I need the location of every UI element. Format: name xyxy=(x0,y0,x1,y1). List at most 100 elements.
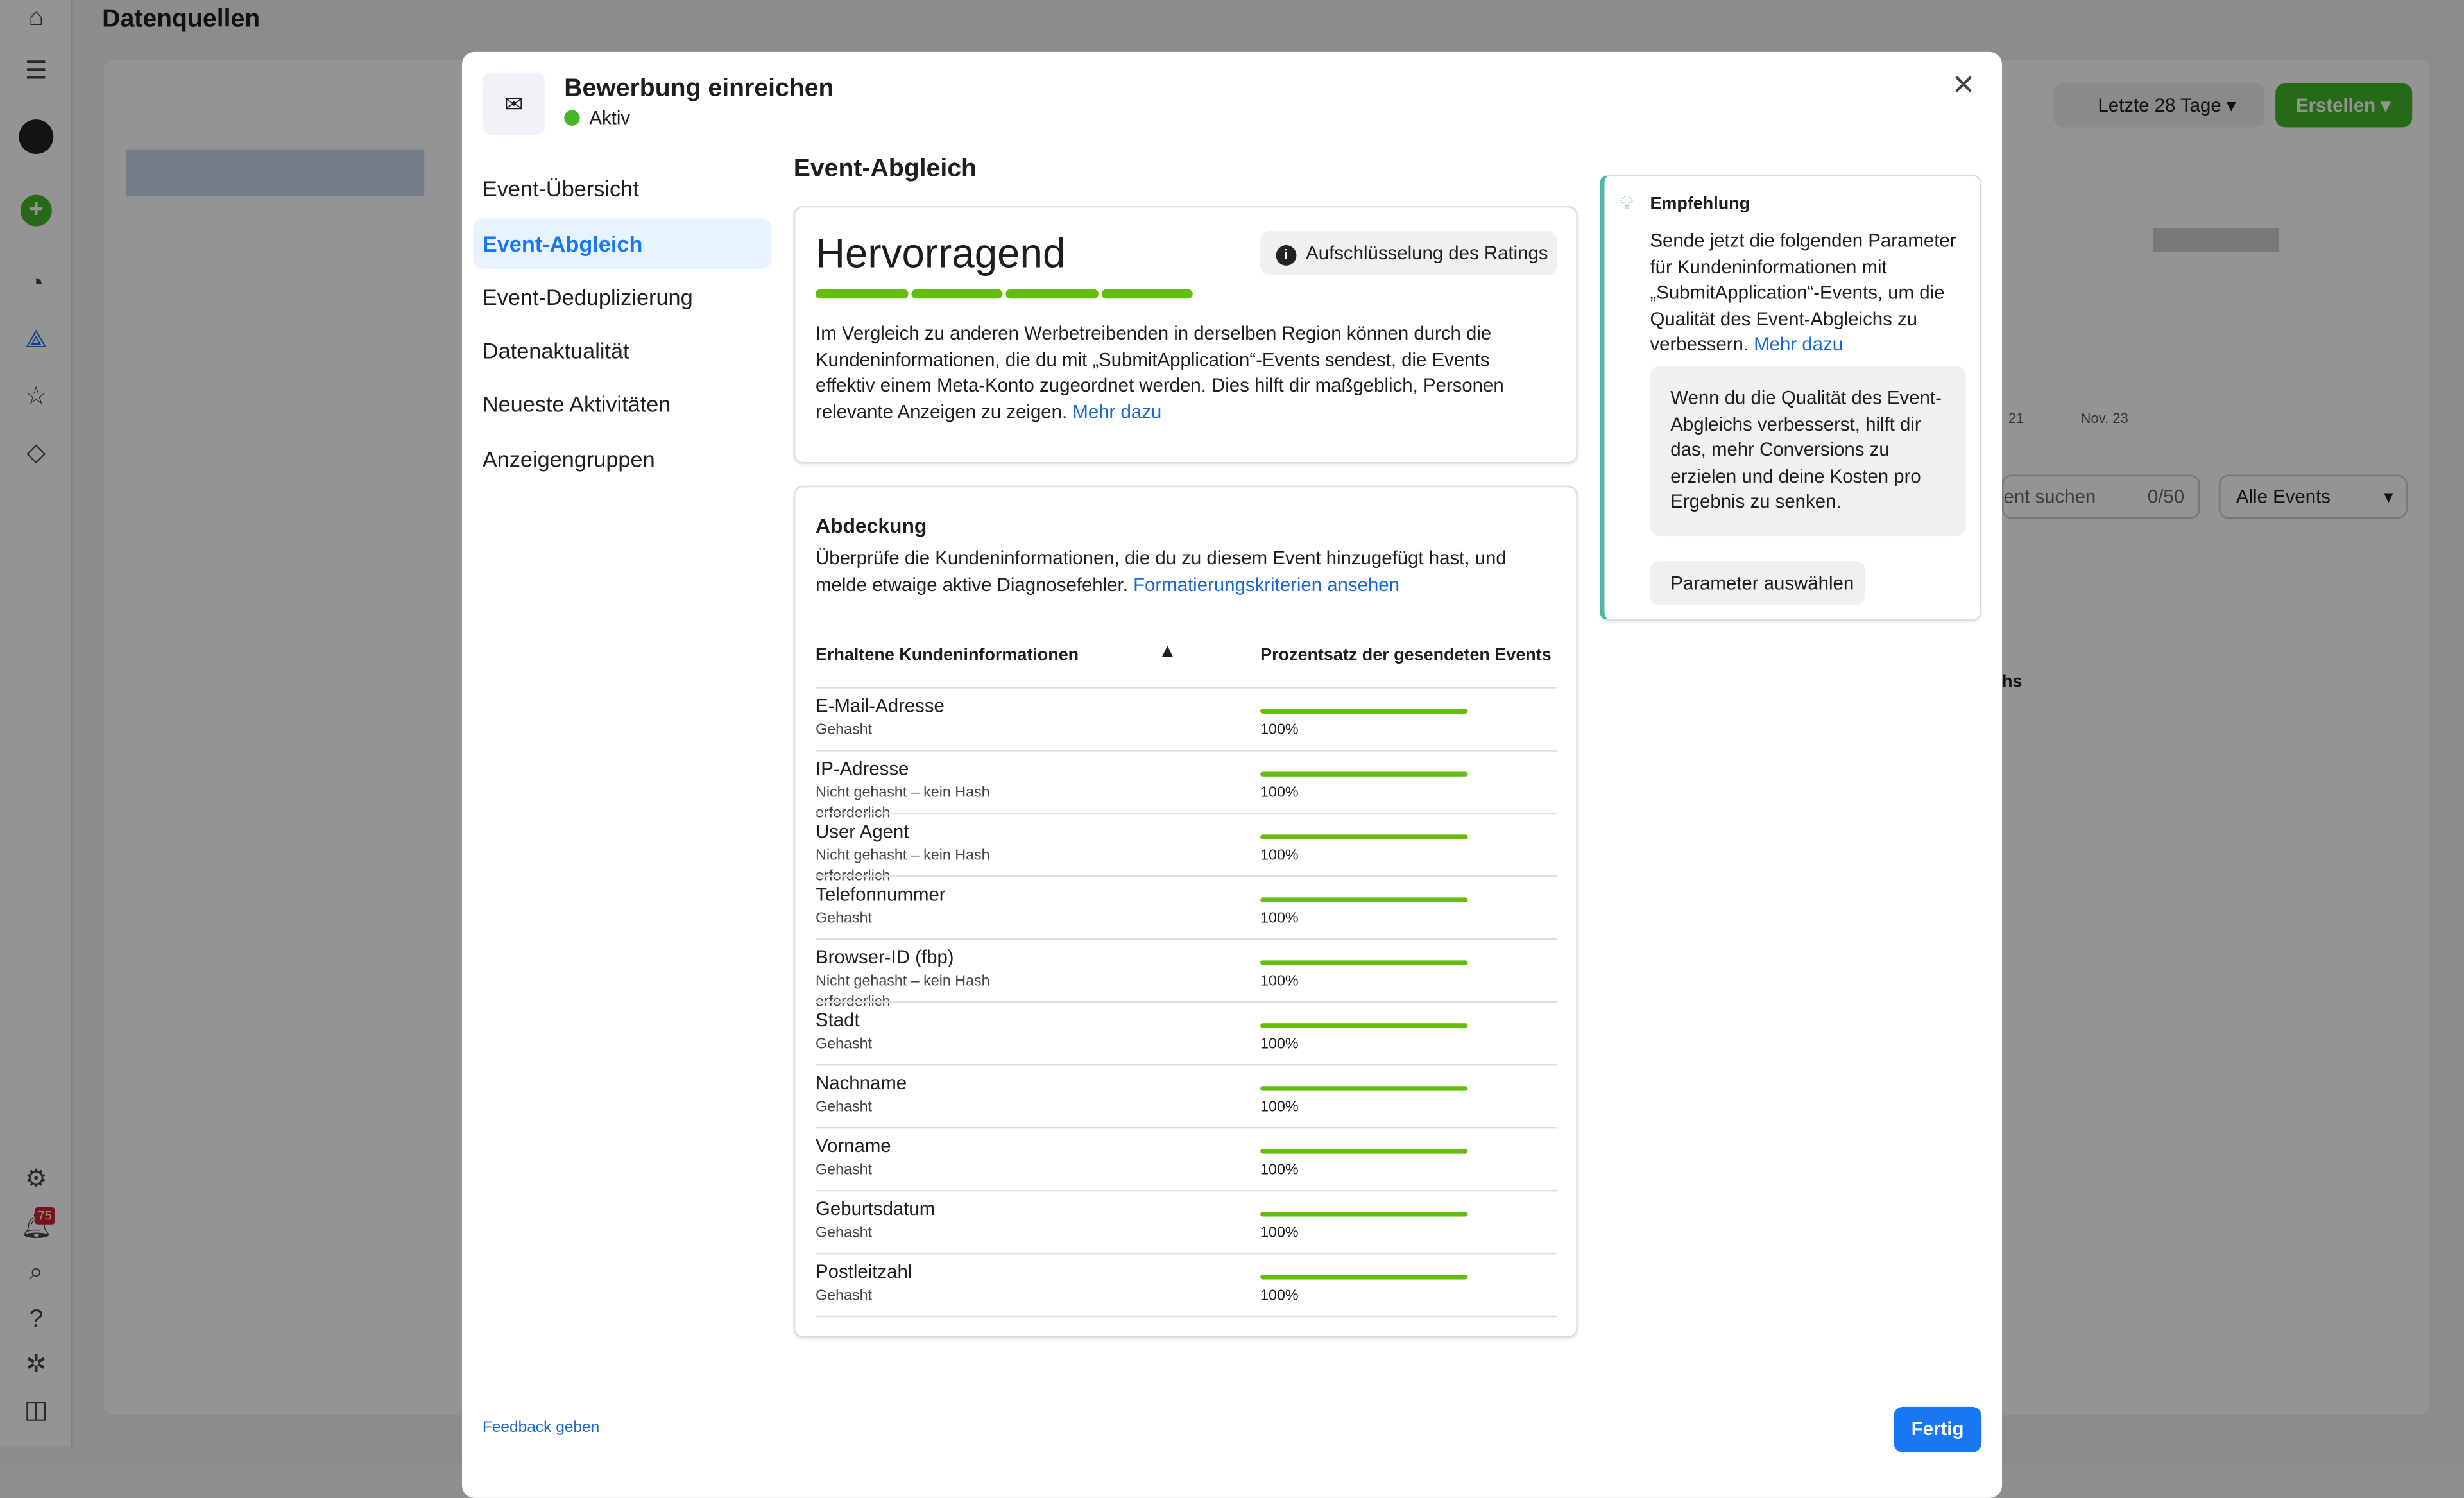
row-status: Gehasht xyxy=(816,1161,873,1179)
rating-breakdown-button[interactable]: i Aufschlüsselung des Ratings xyxy=(1260,231,1557,275)
row-name: IP-Adresse xyxy=(816,757,909,780)
nav-recent-activity[interactable]: Neueste Aktivitäten xyxy=(482,391,671,417)
table-row: Postleitzahl Gehasht 100% xyxy=(816,1252,1557,1316)
rating-breakdown-label: Aufschlüsselung des Ratings xyxy=(1306,242,1548,264)
account-avatar[interactable] xyxy=(19,119,54,155)
table-row: Nachname Gehasht 100% xyxy=(816,1063,1557,1127)
rating-card: Hervorragend i Aufschlüsselung des Rating… xyxy=(793,205,1578,464)
row-progress-bar xyxy=(1260,1212,1468,1217)
gauge-icon[interactable]: ◔ xyxy=(28,270,44,297)
info-icon: i xyxy=(1276,245,1297,266)
rating-segment xyxy=(1005,289,1098,299)
row-progress-fill xyxy=(1260,1212,1468,1217)
recommendation-more-link[interactable]: Mehr dazu xyxy=(1754,333,1844,356)
chart-tick: 21 xyxy=(2008,410,2024,426)
create-label: Erstellen xyxy=(2295,94,2376,117)
rating-segment xyxy=(816,289,908,299)
rating-segment xyxy=(1100,289,1193,299)
row-progress-fill xyxy=(1260,709,1468,714)
more-info-link[interactable]: Mehr dazu xyxy=(1072,400,1162,422)
column-header-percent: Prozentsatz der gesendeten Events xyxy=(1260,646,1552,665)
gear-icon[interactable]: ⚙ xyxy=(24,1166,47,1193)
row-progress-bar xyxy=(1260,709,1468,714)
row-progress-bar xyxy=(1260,1086,1468,1091)
feedback-link[interactable]: Feedback geben xyxy=(482,1419,600,1437)
row-status: Gehasht xyxy=(816,1287,873,1305)
row-percent: 100% xyxy=(1260,1161,1299,1179)
nav-event-overview[interactable]: Event-Übersicht xyxy=(482,176,639,202)
status-dot-icon xyxy=(564,110,580,126)
rating-description: Im Vergleich zu anderen Werbetreibenden … xyxy=(816,321,1539,425)
row-progress-fill xyxy=(1260,1149,1468,1154)
row-progress-bar xyxy=(1260,834,1468,839)
recommendation-panel: 💡︎ Empfehlung Sende jetzt die folgenden … xyxy=(1600,174,1982,621)
event-filter-dropdown[interactable]: Alle Events ▾ xyxy=(2218,474,2408,519)
row-name: Postleitzahl xyxy=(816,1261,912,1283)
page-title: Datenquellen xyxy=(102,6,261,33)
row-progress-bar xyxy=(1260,1023,1468,1028)
row-percent: 100% xyxy=(1260,1098,1299,1116)
event-filter-label: Alle Events xyxy=(2236,485,2331,508)
row-name: User Agent xyxy=(816,820,909,843)
rating-meter xyxy=(816,289,1193,299)
blurred-row xyxy=(125,149,425,197)
row-percent: 100% xyxy=(1260,972,1299,990)
recommendation-title: Empfehlung xyxy=(1650,194,1750,214)
coverage-description: Überprüfe die Kundeninformationen, die d… xyxy=(816,546,1554,598)
nav-data-freshness[interactable]: Datenaktualität xyxy=(482,338,629,363)
row-percent: 100% xyxy=(1260,1287,1299,1305)
search-placeholder: ent suchen xyxy=(2003,485,2096,508)
row-status: Gehasht xyxy=(816,909,873,927)
table-row: Geburtsdatum Gehasht 100% xyxy=(816,1189,1557,1253)
event-details-modal: ✉ Bewerbung einreichen Aktiv ✕ Event-Übe… xyxy=(462,51,2003,1498)
table-row: Vorname Gehasht 100% xyxy=(816,1126,1557,1190)
row-progress-fill xyxy=(1260,1275,1468,1280)
rating-segment xyxy=(911,289,1003,299)
row-progress-bar xyxy=(1260,897,1468,902)
modal-title: Bewerbung einreichen xyxy=(564,75,834,103)
row-status: Gehasht xyxy=(816,1098,873,1116)
blurred-row xyxy=(2153,228,2279,252)
row-status: Gehasht xyxy=(816,1035,873,1053)
table-row: User Agent Nicht gehasht – kein Hash erf… xyxy=(816,813,1557,885)
row-percent: 100% xyxy=(1260,1035,1299,1053)
table-row: Telefonnummer Gehasht 100% xyxy=(816,875,1557,938)
panel-toggle-icon[interactable]: ◫ xyxy=(24,1397,48,1424)
row-progress-fill xyxy=(1260,960,1468,965)
nav-ad-sets[interactable]: Anzeigengruppen xyxy=(482,446,655,472)
nav-event-deduplication[interactable]: Event-Deduplizierung xyxy=(482,284,693,310)
row-percent: 100% xyxy=(1260,1224,1299,1242)
chart-tick: Nov. 23 xyxy=(2080,410,2128,426)
coverage-description-text: Überprüfe die Kundeninformationen, die d… xyxy=(816,547,1507,595)
bug-icon[interactable]: ✲ xyxy=(25,1352,47,1379)
event-search-input[interactable]: ent suchen 0/50 xyxy=(2002,474,2200,519)
table-row: IP-Adresse Nicht gehasht – kein Hash erf… xyxy=(816,750,1557,822)
rating-description-text: Im Vergleich zu anderen Werbetreibenden … xyxy=(816,322,1504,422)
table-row: E-Mail-Adresse Gehasht 100% xyxy=(816,687,1557,750)
done-button[interactable]: Fertig xyxy=(1894,1406,1982,1452)
nav-event-matching[interactable]: Event-Abgleich xyxy=(473,218,772,269)
row-percent: 100% xyxy=(1260,721,1299,739)
date-range-label: Letzte 28 Tage xyxy=(2098,94,2221,117)
row-progress-bar xyxy=(1260,771,1468,777)
row-percent: 100% xyxy=(1260,784,1299,802)
menu-icon[interactable]: ☰ xyxy=(24,58,47,85)
plus-icon[interactable]: + xyxy=(20,194,52,227)
status-label: Aktiv xyxy=(589,107,631,129)
help-icon[interactable]: ? xyxy=(29,1306,44,1333)
formatting-criteria-link[interactable]: Formatierungskriterien ansehen xyxy=(1133,573,1399,595)
coverage-title: Abdeckung xyxy=(816,513,927,538)
search-icon[interactable]: ⌕ xyxy=(29,1259,44,1286)
select-parameters-button[interactable]: Parameter auswählen xyxy=(1650,561,1865,605)
coverage-card: Abdeckung Überprüfe die Kundeninformatio… xyxy=(793,485,1578,1338)
star-icon[interactable]: ☆ xyxy=(24,383,47,411)
row-status: Gehasht xyxy=(816,1224,873,1242)
handshake-icon[interactable]: ◇ xyxy=(26,440,46,467)
home-icon[interactable]: ⌂ xyxy=(28,4,44,31)
date-range-dropdown[interactable]: Letzte 28 Tage ▾ xyxy=(2053,83,2265,128)
row-progress-fill xyxy=(1260,897,1468,902)
close-icon[interactable]: ✕ xyxy=(1951,69,1976,101)
row-name: Geburtsdatum xyxy=(816,1198,936,1220)
data-sources-icon[interactable]: ⟁ xyxy=(24,327,47,354)
create-button[interactable]: Erstellen ▾ xyxy=(2275,83,2413,128)
